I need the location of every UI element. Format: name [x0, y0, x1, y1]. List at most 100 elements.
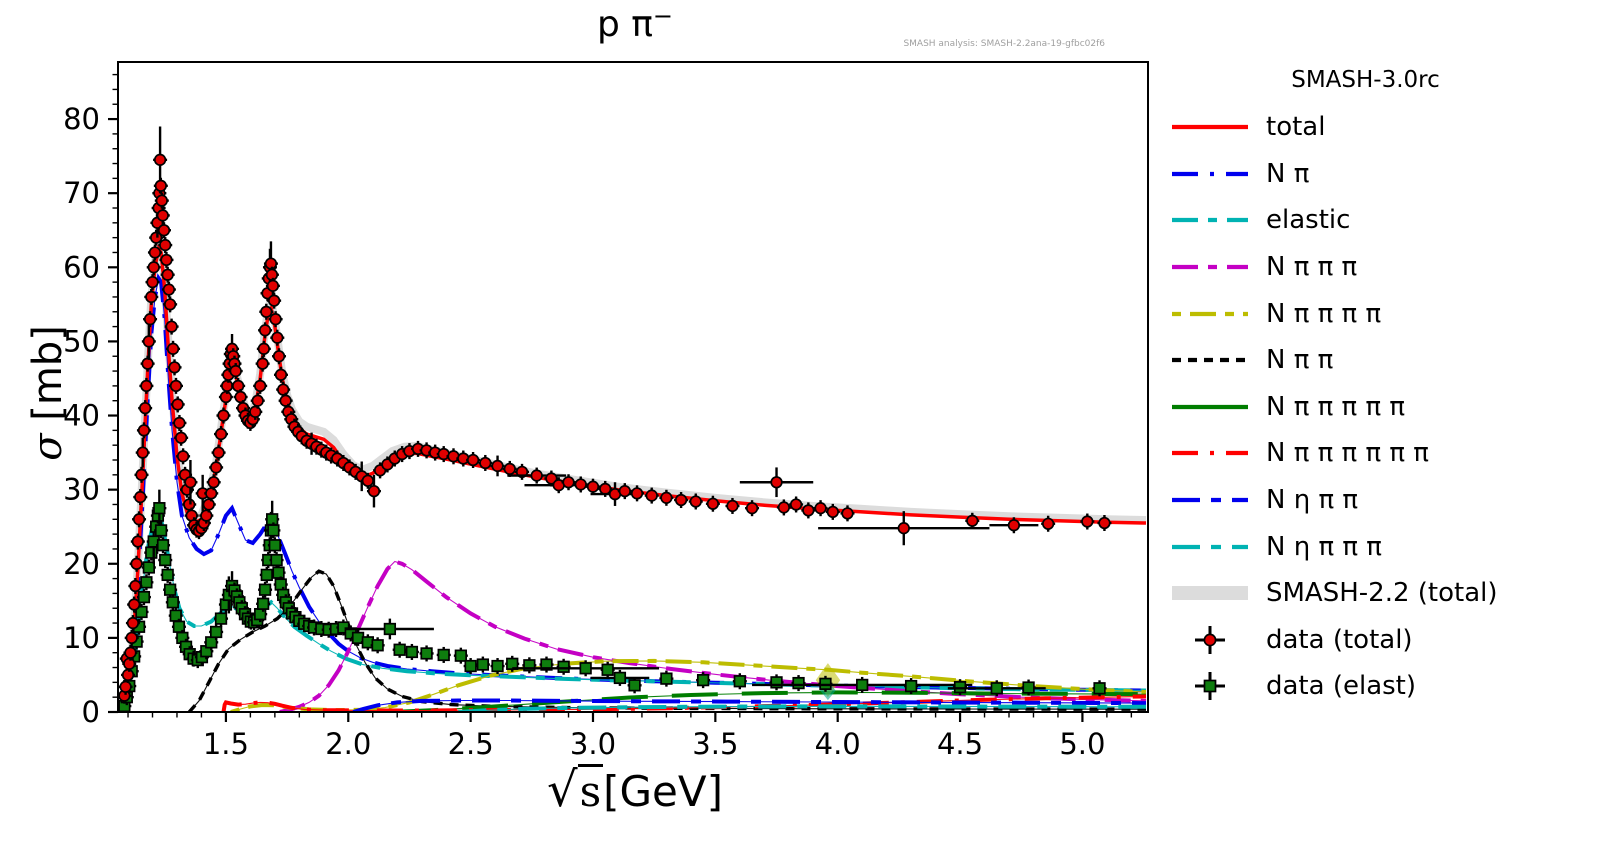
data-point-circle	[545, 472, 558, 485]
data-point-circle	[165, 320, 178, 333]
y-tick-label: 40	[63, 399, 100, 433]
data-point-circle	[966, 514, 979, 527]
y-axis-sigma: σ	[25, 433, 71, 461]
legend-label: total	[1266, 112, 1326, 143]
data-point-circle	[232, 379, 245, 393]
data-point-circle	[212, 446, 225, 459]
data-point-square	[613, 671, 627, 685]
data-point-circle	[770, 476, 783, 489]
y-tick-label: 80	[63, 102, 100, 136]
data-point-circle	[645, 489, 658, 502]
data-point-circle	[258, 324, 272, 337]
data-point-circle	[123, 657, 136, 670]
data-point-circle	[155, 194, 168, 207]
legend-label: SMASH-2.2 (total)	[1266, 578, 1498, 609]
data-point-square	[601, 663, 614, 676]
data-point-square	[266, 513, 279, 526]
data-point-circle	[277, 383, 290, 396]
y-tick-label: 10	[63, 621, 100, 655]
data-point-circle	[157, 224, 171, 237]
n5pi-curve	[392, 690, 1147, 713]
data-point-circle	[136, 446, 149, 459]
data-point-circle	[457, 452, 470, 465]
legend-item-smash22: SMASH-2.2 (total)	[1168, 570, 1563, 617]
data-point-circle	[128, 598, 141, 611]
x-tick-label: 3.0	[570, 727, 616, 761]
legend-label: N π π π π	[1266, 298, 1382, 329]
plot-area	[117, 126, 1147, 713]
data-point-circle	[150, 231, 163, 244]
x-tick-label: 2.0	[325, 727, 371, 761]
data-point-square	[557, 660, 570, 673]
legend-label: N π π	[1266, 345, 1334, 376]
data-point-circle	[163, 298, 177, 311]
data-point-square	[274, 578, 287, 591]
data-point-circle	[1042, 517, 1055, 530]
title-superscript: −	[652, 2, 674, 30]
data-point-circle	[447, 450, 460, 463]
y-tick-label: 20	[63, 547, 100, 581]
data_elast-points	[117, 489, 1107, 713]
data-point-circle	[674, 493, 688, 507]
data-point-square	[1022, 681, 1035, 694]
data-point-circle	[161, 268, 174, 281]
data-point-circle	[147, 261, 160, 274]
data-point-circle	[207, 476, 220, 489]
data-point-circle	[574, 478, 587, 491]
legend-sample-n4pi-icon	[1172, 311, 1248, 316]
data-point-square	[258, 583, 272, 596]
data-point-circle	[156, 209, 169, 222]
data-point-circle	[257, 342, 270, 355]
legend-item-netapipi: N η π π	[1168, 477, 1563, 524]
data-point-circle	[219, 390, 233, 404]
legend-label: N π π π π π π	[1266, 438, 1429, 469]
n4pi-curve	[230, 658, 1147, 713]
data-point-circle	[789, 498, 803, 511]
data-point-circle	[689, 495, 702, 508]
data-point-circle	[479, 456, 492, 470]
data-point-circle	[148, 246, 162, 259]
data-point-circle	[367, 484, 381, 498]
data-point-circle	[121, 668, 135, 682]
data-point-circle	[503, 462, 516, 476]
x-axis-label: √s[GeV]	[420, 762, 850, 818]
title-text: p π	[596, 4, 653, 45]
n3pi-curve	[279, 559, 1147, 713]
data-point-circle	[745, 502, 759, 515]
data-point-circle	[272, 350, 286, 363]
data-point-square	[209, 625, 223, 639]
data-point-square	[159, 553, 172, 567]
sqrt-argument: s	[577, 764, 604, 816]
legend-sample-n2pi-icon	[1172, 358, 1248, 363]
data-point-circle	[126, 616, 140, 630]
data-point-circle	[229, 364, 242, 378]
data-point-circle	[491, 459, 504, 473]
data-point-square	[476, 658, 490, 671]
data-point-circle	[184, 476, 197, 489]
legend-rows: total N π elastic N π π π N π π π π N π π N π …	[1168, 104, 1563, 710]
data-point-circle	[125, 631, 138, 645]
netapipipi-curve	[458, 704, 1147, 713]
data-point-circle	[530, 469, 543, 482]
data-point-square	[405, 645, 419, 659]
data-point-square	[792, 676, 805, 690]
data-point-square	[1093, 682, 1106, 695]
legend-item-n2pi: N π π	[1168, 337, 1563, 384]
data-point-square	[256, 597, 270, 610]
data-point-circle	[897, 522, 910, 535]
data-point-square	[770, 676, 783, 689]
legend-sample-netapipipi-icon	[1172, 544, 1248, 549]
x-tick-label: 4.0	[815, 727, 861, 761]
data-point-square	[383, 622, 397, 636]
data-point-circle	[826, 505, 839, 519]
data-point-square	[140, 576, 153, 589]
legend-sample-elastic-icon	[1172, 218, 1248, 223]
legend-sample-n3pi-icon	[1172, 264, 1248, 270]
legend-item-total: total	[1168, 104, 1563, 151]
legend-sample-n6pi-icon	[1172, 451, 1248, 456]
data-point-circle	[630, 487, 644, 500]
data-point-circle	[166, 342, 180, 355]
data-point-circle	[1098, 516, 1111, 530]
data-point-square	[260, 568, 273, 582]
y-tick-label: 30	[63, 473, 100, 507]
